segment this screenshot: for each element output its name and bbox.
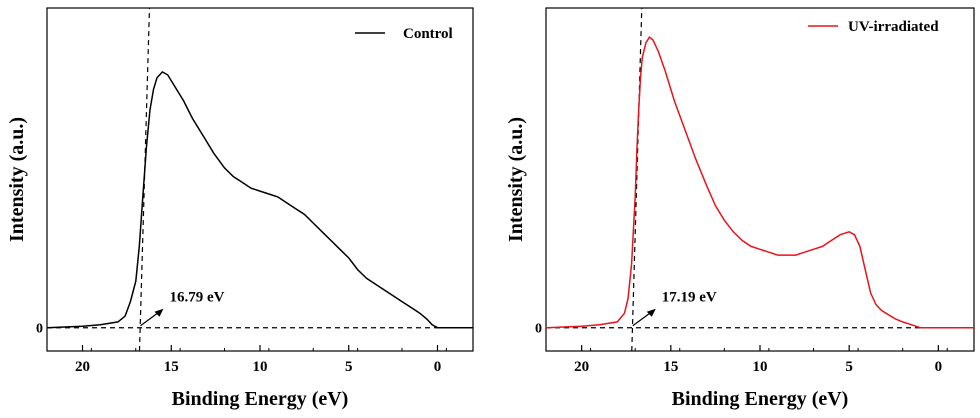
cutoff-label: 17.19 eV	[662, 290, 717, 306]
x-tick-label: 15	[164, 359, 179, 375]
x-tick-label: 20	[574, 359, 589, 375]
x-tick-label: 20	[75, 359, 90, 375]
cutoff-label: 16.79 eV	[169, 290, 224, 306]
series-line-1	[46, 70, 473, 329]
plot-frame-2	[545, 7, 975, 352]
x-tick-label: 5	[345, 359, 353, 375]
plot-frame-1	[46, 7, 474, 352]
annotation-arrowhead	[646, 308, 656, 317]
annotation-arrowhead	[154, 308, 164, 317]
annotation-arrow	[632, 311, 653, 327]
annotation-arrow	[140, 311, 160, 327]
x-tick-label: 15	[663, 359, 678, 375]
y-tick-label: 0	[36, 322, 43, 337]
y-axis-label: Intensity (a.u.)	[6, 117, 28, 242]
legend-label-1: Control	[403, 26, 453, 42]
x-tick-label: 10	[753, 359, 768, 375]
x-tick-label: 0	[434, 359, 442, 375]
x-axis-label: Binding Energy (eV)	[172, 388, 349, 410]
y-axis-label: Intensity (a.u.)	[505, 117, 527, 242]
x-tick-label: 0	[935, 359, 943, 375]
series-line-2	[545, 35, 974, 329]
x-tick-label: 10	[253, 359, 268, 375]
legend-label-2: UV-irradiated	[848, 19, 939, 35]
y-tick-label: 0	[535, 322, 542, 337]
cutoff-tangent-dashed	[631, 7, 643, 352]
x-tick-label: 5	[845, 359, 853, 375]
x-axis-label: Binding Energy (eV)	[672, 388, 849, 410]
